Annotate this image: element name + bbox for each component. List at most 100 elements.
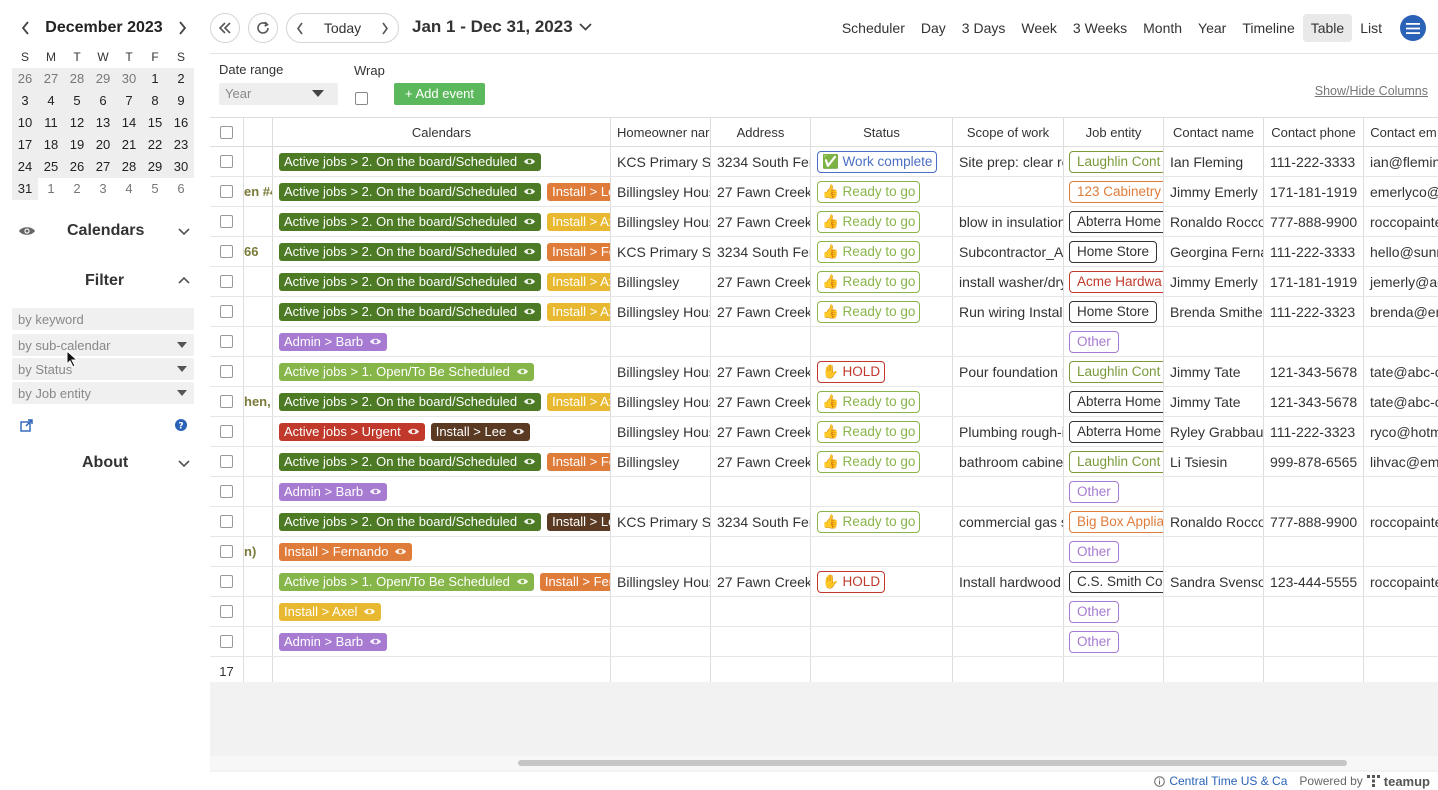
- horizontal-scrollbar[interactable]: [518, 760, 1347, 766]
- mini-calendar-day[interactable]: 29: [90, 68, 116, 90]
- event-title-cell[interactable]: hen,: [244, 387, 273, 416]
- contact-phone-cell[interactable]: 777-888-9900: [1264, 507, 1364, 536]
- event-title-cell[interactable]: [244, 147, 273, 176]
- table-row[interactable]: Active jobs > 2. On the board/Scheduled I…: [210, 297, 1438, 327]
- view-year[interactable]: Year: [1198, 20, 1227, 36]
- status-cell[interactable]: 👍 Ready to go: [811, 177, 953, 206]
- collapse-sidebar-button[interactable]: [210, 13, 240, 43]
- job-entity-cell[interactable]: Other: [1064, 477, 1164, 506]
- status-cell[interactable]: [811, 327, 953, 356]
- contact-phone-cell[interactable]: 121-343-5678: [1264, 387, 1364, 416]
- mini-calendar-day[interactable]: 26: [12, 68, 38, 90]
- row-checkbox[interactable]: [220, 545, 233, 558]
- column-header[interactable]: Address: [711, 118, 811, 146]
- table-row[interactable]: Active jobs > 2. On the board/Scheduled K…: [210, 147, 1438, 177]
- contact-name-cell[interactable]: Ronaldo Rocco: [1164, 507, 1264, 536]
- job-entity-cell[interactable]: Big Box Applia: [1064, 507, 1164, 536]
- address-cell[interactable]: 27 Fawn Creek: [711, 207, 811, 236]
- job-entity-cell[interactable]: Other: [1064, 327, 1164, 356]
- contact-phone-cell[interactable]: 171-181-1919: [1264, 177, 1364, 206]
- contact-email-cell[interactable]: [1364, 327, 1438, 356]
- next-range-button[interactable]: [372, 14, 398, 42]
- calendar-chip[interactable]: Install > Axel: [547, 212, 610, 231]
- mini-calendar-day[interactable]: 5: [64, 90, 90, 112]
- mini-calendar-day[interactable]: 30: [116, 68, 142, 90]
- contact-phone-cell[interactable]: 121-343-5678: [1264, 357, 1364, 386]
- contact-email-cell[interactable]: roccopainte: [1364, 567, 1438, 596]
- contact-phone-cell[interactable]: 111-222-3333: [1264, 237, 1364, 266]
- status-cell[interactable]: 👍 Ready to go: [811, 207, 953, 236]
- contact-name-cell[interactable]: Georgina Ferna: [1164, 237, 1264, 266]
- mini-calendar-day[interactable]: 7: [116, 90, 142, 112]
- calendar-chip[interactable]: Active jobs > 2. On the board/Scheduled: [279, 242, 542, 261]
- eye-icon[interactable]: [523, 247, 536, 256]
- view-list[interactable]: List: [1360, 20, 1382, 36]
- table-row[interactable]: Active jobs > Urgent Install > Lee Billing…: [210, 417, 1438, 447]
- homeowner-cell[interactable]: Billingsley Hous: [611, 417, 711, 446]
- event-title-cell[interactable]: [244, 297, 273, 326]
- homeowner-cell[interactable]: [611, 537, 711, 566]
- row-checkbox[interactable]: [220, 365, 233, 378]
- mini-calendar-day[interactable]: 4: [116, 178, 142, 200]
- wrap-checkbox[interactable]: [355, 92, 368, 105]
- date-range-title[interactable]: Jan 1 - Dec 31, 2023: [412, 17, 592, 37]
- table-row[interactable]: Admin > Barb Other: [210, 327, 1438, 357]
- keyword-filter-input[interactable]: by keyword: [12, 308, 194, 330]
- homeowner-cell[interactable]: Billingsley Hous: [611, 177, 711, 206]
- event-title-cell[interactable]: [244, 417, 273, 446]
- contact-phone-cell[interactable]: 171-181-1919: [1264, 267, 1364, 296]
- calendar-chip[interactable]: Active jobs > 2. On the board/Scheduled: [279, 212, 542, 231]
- table-row[interactable]: Active jobs > 2. On the board/Scheduled I…: [210, 207, 1438, 237]
- event-title-cell[interactable]: [244, 627, 273, 656]
- contact-email-cell[interactable]: tate@abc-c: [1364, 357, 1438, 386]
- scope-of-work-cell[interactable]: Site prep: clear ro: [953, 147, 1064, 176]
- event-title-cell[interactable]: [244, 597, 273, 626]
- contact-email-cell[interactable]: emerlyco@: [1364, 177, 1438, 206]
- mini-calendar-day[interactable]: 22: [142, 134, 168, 156]
- job-entity-filter-select[interactable]: by Job entity: [12, 382, 194, 404]
- contact-name-cell[interactable]: Ian Fleming: [1164, 147, 1264, 176]
- powered-by[interactable]: Powered by teamup: [1299, 774, 1430, 789]
- mini-calendar-day[interactable]: 27: [38, 68, 64, 90]
- mini-calendar-day[interactable]: 23: [168, 134, 194, 156]
- contact-email-cell[interactable]: ryco@hotm: [1364, 417, 1438, 446]
- scope-of-work-cell[interactable]: [953, 477, 1064, 506]
- eye-icon[interactable]: [523, 307, 536, 316]
- column-header[interactable]: Homeowner nar: [611, 118, 711, 146]
- status-cell[interactable]: [811, 597, 953, 626]
- eye-icon[interactable]: [18, 225, 36, 237]
- contact-name-cell[interactable]: [1164, 327, 1264, 356]
- eye-icon[interactable]: [523, 187, 536, 196]
- add-event-button[interactable]: + Add event: [394, 83, 485, 105]
- eye-icon[interactable]: [516, 367, 529, 376]
- mini-calendar-day[interactable]: 10: [12, 112, 38, 134]
- view-timeline[interactable]: Timeline: [1242, 20, 1295, 36]
- job-entity-cell[interactable]: C.S. Smith Co: [1064, 567, 1164, 596]
- mini-calendar-day[interactable]: 28: [64, 68, 90, 90]
- help-icon[interactable]: ?: [175, 419, 187, 431]
- job-entity-cell[interactable]: 123 Cabinetry: [1064, 177, 1164, 206]
- view-3-days[interactable]: 3 Days: [961, 20, 1006, 36]
- calendar-chip[interactable]: Install > Axel: [547, 302, 610, 321]
- contact-phone-cell[interactable]: [1264, 327, 1364, 356]
- homeowner-cell[interactable]: [611, 597, 711, 626]
- eye-icon[interactable]: [363, 607, 376, 616]
- contact-name-cell[interactable]: Ryley Grabbau: [1164, 417, 1264, 446]
- mini-calendar-day[interactable]: 1: [142, 68, 168, 90]
- contact-email-cell[interactable]: brenda@em: [1364, 297, 1438, 326]
- mini-calendar-day[interactable]: 3: [12, 90, 38, 112]
- contact-phone-cell[interactable]: 111-222-3333: [1264, 147, 1364, 176]
- row-checkbox[interactable]: [220, 575, 233, 588]
- mini-calendar-day[interactable]: 31: [12, 178, 38, 200]
- scope-of-work-cell[interactable]: commercial gas s: [953, 507, 1064, 536]
- calendar-chip[interactable]: Active jobs > 2. On the board/Scheduled: [279, 452, 542, 471]
- homeowner-cell[interactable]: KCS Primary Sc: [611, 147, 711, 176]
- contact-name-cell[interactable]: [1164, 597, 1264, 626]
- table-row[interactable]: Active jobs > 2. On the board/Scheduled I…: [210, 267, 1438, 297]
- row-checkbox[interactable]: [220, 635, 233, 648]
- table-row[interactable]: Admin > Barb Other: [210, 477, 1438, 507]
- contact-email-cell[interactable]: roccopainte: [1364, 207, 1438, 236]
- homeowner-cell[interactable]: Billingsley Hous: [611, 387, 711, 416]
- contact-name-cell[interactable]: Jimmy Emerly: [1164, 177, 1264, 206]
- job-entity-cell[interactable]: Other: [1064, 597, 1164, 626]
